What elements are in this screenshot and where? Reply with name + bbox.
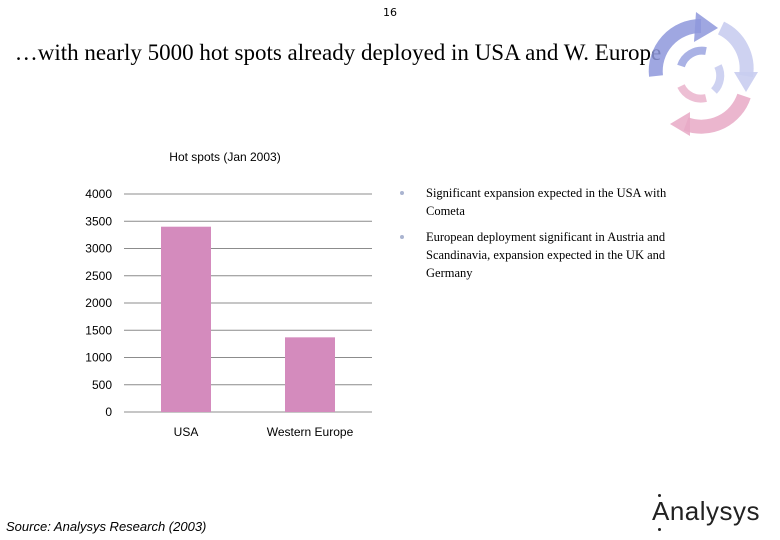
bar-western-europe bbox=[285, 337, 335, 412]
bullet-list: Significant expansion expected in the US… bbox=[400, 184, 700, 290]
y-tick-label: 2500 bbox=[85, 269, 112, 283]
y-tick-label: 1500 bbox=[85, 323, 112, 337]
y-tick-label: 1000 bbox=[85, 351, 112, 365]
y-tick-label: 500 bbox=[92, 378, 112, 392]
source-note: Source: Analysys Research (2003) bbox=[6, 519, 207, 534]
cycle-arrows-emblem-icon bbox=[648, 12, 758, 136]
bullet-dot-icon bbox=[400, 191, 404, 195]
logo-dot-icon bbox=[658, 528, 661, 531]
y-tick-label: 3500 bbox=[85, 214, 112, 228]
page-number: 16 bbox=[383, 6, 397, 19]
y-tick-label: 0 bbox=[105, 405, 112, 419]
chart-title: Hot spots (Jan 2003) bbox=[169, 150, 281, 164]
logo-text: Analysys bbox=[652, 496, 761, 526]
x-tick-label: USA bbox=[174, 425, 199, 439]
bullet-item: Significant expansion expected in the US… bbox=[400, 184, 700, 220]
y-tick-label: 2000 bbox=[85, 296, 112, 310]
analysys-logo: Analysys bbox=[652, 494, 772, 534]
logo-dot-icon bbox=[658, 494, 661, 497]
bullet-text: Significant expansion expected in the US… bbox=[426, 186, 667, 218]
bullet-item: European deployment significant in Austr… bbox=[400, 228, 700, 282]
bullet-text: European deployment significant in Austr… bbox=[426, 230, 666, 280]
y-tick-label: 3000 bbox=[85, 242, 112, 256]
slide-headline: …with nearly 5000 hot spots already depl… bbox=[14, 40, 662, 65]
bullet-dot-icon bbox=[400, 235, 404, 239]
x-tick-label: Western Europe bbox=[267, 425, 354, 439]
bar-usa bbox=[161, 226, 211, 412]
y-tick-label: 4000 bbox=[85, 187, 112, 201]
